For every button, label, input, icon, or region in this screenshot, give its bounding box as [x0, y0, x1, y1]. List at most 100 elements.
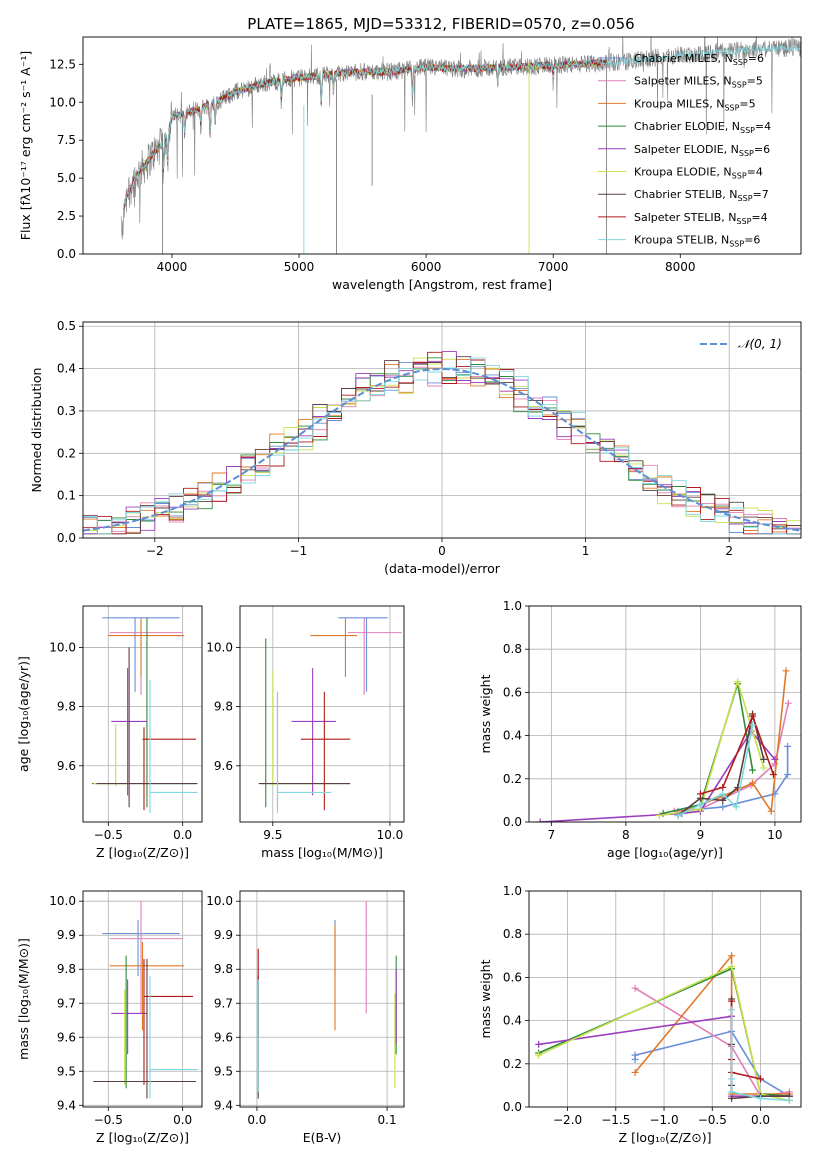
- weight-point-marker: [728, 952, 736, 960]
- axes-frame-mass_vs_EBV: [239, 890, 405, 1108]
- axes-frame-weight_vs_Z: [528, 890, 802, 1108]
- weight-point-marker: [728, 963, 736, 971]
- weight-series-kroupa-stelib: [728, 1006, 793, 1105]
- y-tick-label: 9.7: [57, 996, 76, 1010]
- weight-point-marker: [719, 783, 727, 791]
- y-tick-label: 10.0: [206, 894, 233, 908]
- x-tick-label: 7: [548, 828, 556, 842]
- y-tick-label: 0.0: [57, 531, 76, 545]
- x-tick-label: 9: [697, 828, 705, 842]
- normal-curve: [83, 367, 801, 532]
- y-tick-label: 9.4: [57, 1098, 76, 1112]
- weight-point-marker: [749, 766, 757, 774]
- weight-point-marker: [535, 1040, 543, 1048]
- weight-point-marker: [749, 721, 757, 729]
- weight-point-marker: [760, 755, 768, 763]
- weight-point-marker: [782, 667, 790, 675]
- y-tick-label: 9.6: [57, 759, 76, 773]
- plot-area-weight_vs_Z: [535, 952, 793, 1105]
- weight-series-chabrier-miles: [674, 742, 792, 815]
- weight-point-marker: [784, 742, 792, 750]
- errorbar-kroupa-stelib: [149, 976, 198, 1099]
- plot-area-weight_vs_age: [536, 667, 792, 822]
- plot-area-age_vs_Z: [91, 617, 198, 814]
- weight-point-marker: [696, 801, 704, 809]
- x-tick-label: 10.0: [377, 828, 404, 842]
- weight-point-marker: [674, 812, 682, 820]
- y-tick-label: 0.8: [503, 642, 522, 656]
- axes-frame-mass_vs_Z: [82, 890, 203, 1108]
- x-tick-label: 0.0: [751, 1113, 770, 1127]
- weight-point-marker: [767, 807, 775, 815]
- y-axis-label: age [log₁₀(age/yr)]: [16, 656, 31, 772]
- x-tick-label: 4000: [157, 260, 188, 274]
- legend-label-chabrier-stelib: Chabrier STELIB, NSSP=7: [634, 188, 769, 203]
- chart-spectrum: 4000 5000 6000 7000 8000 0.0 2.5 5.0 7.5 10.0 12.5…: [18, 36, 802, 292]
- axes-frame-weight_vs_age: [528, 605, 802, 823]
- grid-mass_vs_EBV: [240, 891, 404, 1107]
- x-tick-label: −1.5: [601, 1113, 630, 1127]
- x-axis-label: mass [log₁₀(M/M⊙)]: [261, 845, 383, 860]
- axes-frame-age_vs_mass: [239, 605, 405, 823]
- histogram-kroupa-stelib: [83, 357, 801, 535]
- weight-point-marker: [719, 803, 727, 811]
- x-tick-label: 6000: [411, 260, 442, 274]
- x-tick-label: 5000: [284, 260, 315, 274]
- y-tick-label: 0.6: [503, 970, 522, 984]
- grid-age_vs_Z: [83, 606, 202, 822]
- x-tick-label: −0.5: [94, 1113, 123, 1127]
- legend-label-salpeter-miles: Salpeter MILES, NSSP=5: [634, 75, 763, 90]
- x-tick-label: −0.5: [94, 828, 123, 842]
- legend-label-chabrier-miles: Chabrier MILES, NSSP=6: [634, 52, 764, 67]
- y-tick-label: 10.0: [49, 95, 76, 109]
- weight-point-marker: [728, 1088, 736, 1096]
- axes-frame-age_vs_Z: [82, 605, 203, 823]
- weight-line: [538, 965, 790, 1102]
- y-axis-label: mass [log₁₀(M/M⊙)]: [16, 938, 31, 1060]
- y-tick-label: 9.9: [214, 928, 233, 942]
- y-tick-label: 0.6: [503, 685, 522, 699]
- y-tick-label: 9.8: [214, 962, 233, 976]
- legend-label-normal: 𝒩(0, 1): [738, 337, 782, 351]
- weight-point-marker: [655, 812, 663, 820]
- legend-label-chabrier-elodie: Chabrier ELODIE, NSSP=4: [634, 120, 771, 135]
- errorbar-salpeter-stelib: [300, 691, 351, 811]
- axes-frame-spectrum: [82, 36, 802, 255]
- y-tick-label: 0.4: [57, 362, 76, 376]
- weight-series-kroupa-stelib: [674, 721, 757, 820]
- x-axis-label: E(B-V): [303, 1130, 342, 1145]
- errorbar-chabrier-stelib: [93, 959, 197, 1099]
- y-tick-label: 9.5: [214, 1064, 233, 1078]
- chart-mass_vs_Z: −0.5 0.0 9.4 9.5 9.6 9.7 9.8 9.9 10.0 Z [log₁₀(Z/…: [16, 890, 203, 1145]
- weight-point-marker: [696, 790, 704, 798]
- y-tick-label: 0.1: [57, 489, 76, 503]
- y-tick-label: 0.0: [503, 1100, 522, 1114]
- weight-point-marker: [734, 678, 742, 686]
- y-tick-label: 0.4: [503, 729, 522, 743]
- weight-point-marker: [728, 1075, 736, 1083]
- weight-line: [700, 713, 775, 795]
- weight-point-marker: [749, 712, 757, 720]
- x-tick-label: 0.0: [173, 1113, 192, 1127]
- weight-point-marker: [756, 1075, 764, 1083]
- y-tick-label: 1.0: [503, 884, 522, 898]
- x-tick-label: 0.0: [247, 1113, 266, 1127]
- weight-series-salpeter-stelib: [696, 712, 777, 798]
- weight-point-marker: [631, 1051, 639, 1059]
- chart-residuals: −2 −1 0 1 2 0.0 0.1 0.2 0.3 0.4 0.5 (data-model)/er…: [29, 319, 802, 576]
- chart-age_vs_mass: 9.5 10.0 9.6 9.8 10.0 mass [log₁₀(M/M⊙)]: [206, 605, 405, 860]
- errorbar-kroupa-miles: [108, 617, 185, 678]
- y-axis-label: mass weight: [478, 674, 493, 753]
- x-tick-label: 8000: [665, 260, 696, 274]
- x-tick-label: 9.5: [263, 828, 282, 842]
- y-tick-label: 9.6: [57, 1030, 76, 1044]
- weight-point-marker: [728, 1094, 736, 1102]
- errorbar-kroupa-stelib: [276, 691, 332, 814]
- chart-weight_vs_Z: −2.0 −1.5 −1.0 −0.5 0.0 0.0 0.2 0.4 0.6 0.8 1.0 Z […: [478, 884, 802, 1145]
- errorbar-salpeter-stelib: [142, 727, 197, 811]
- errorbar-salpeter-elodie: [111, 979, 147, 1055]
- chart-mass_vs_EBV: 0.0 0.1 9.4 9.5 9.6 9.7 9.8 9.9 10.0 E(B-V): [206, 890, 405, 1145]
- weight-point-marker: [536, 818, 544, 822]
- plot-area-mass_vs_Z: [93, 901, 198, 1099]
- y-tick-label: 9.5: [57, 1064, 76, 1078]
